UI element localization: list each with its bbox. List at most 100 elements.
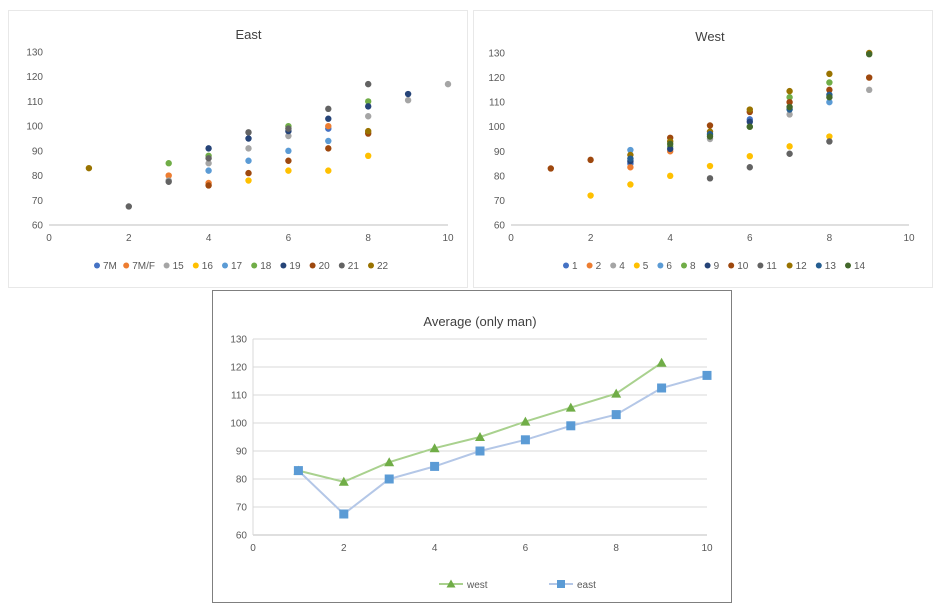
data-point-series-5 bbox=[786, 143, 793, 150]
x-tick-label: 0 bbox=[508, 233, 514, 244]
data-point-series-10 bbox=[826, 86, 833, 94]
y-tick-label: 100 bbox=[230, 419, 247, 430]
data-point-series-13 bbox=[627, 155, 634, 162]
data-point-east bbox=[293, 466, 303, 476]
data-point-east bbox=[611, 410, 621, 420]
x-tick-label: 10 bbox=[903, 233, 915, 244]
legend-marker bbox=[280, 262, 287, 269]
legend-label: east bbox=[577, 580, 596, 591]
x-tick-label: 4 bbox=[432, 543, 438, 554]
data-point-series-10 bbox=[706, 122, 714, 129]
legend-label: west bbox=[466, 580, 488, 591]
average-line-chart: Average (only man) 60 70 80 90 100 110 120 130 0 2… bbox=[230, 314, 713, 591]
legend-label: 19 bbox=[289, 261, 301, 272]
y-tick-label: 60 bbox=[32, 221, 44, 232]
data-point-series-20 bbox=[325, 145, 332, 152]
data-point-series-8 bbox=[826, 79, 833, 86]
data-point-series-14 bbox=[866, 51, 873, 58]
x-tick-label: 2 bbox=[588, 233, 594, 244]
y-tick-label: 90 bbox=[494, 147, 506, 158]
data-point-series-15 bbox=[444, 80, 452, 88]
data-point-series-16 bbox=[365, 152, 372, 159]
data-point-series-21 bbox=[165, 178, 172, 185]
legend-marker bbox=[222, 262, 228, 269]
legend-label: 18 bbox=[260, 261, 272, 272]
y-tick-label: 80 bbox=[32, 171, 44, 182]
legend-marker bbox=[728, 262, 735, 269]
y-tick-label: 110 bbox=[489, 98, 505, 109]
data-point-series-5 bbox=[746, 153, 753, 160]
data-point-series-19 bbox=[205, 145, 212, 152]
legend-label: 5 bbox=[643, 261, 649, 272]
data-point-series-5 bbox=[667, 172, 674, 180]
legend-label: 6 bbox=[666, 261, 672, 272]
legend-label: 21 bbox=[348, 261, 360, 272]
average-chart-panel: Average (only man) 60 70 80 90 100 110 120 130 0 2… bbox=[212, 290, 732, 603]
data-point-east bbox=[339, 509, 349, 519]
east-chart-panel: East 60 70 80 90 100 110 120 130 0 2 4 6 8 10 7M 7M/F 15 1… bbox=[8, 10, 468, 288]
y-tick-label: 100 bbox=[26, 122, 43, 133]
data-point-series-14 bbox=[706, 133, 714, 140]
legend-label: 9 bbox=[714, 261, 720, 272]
data-point-series-17 bbox=[205, 167, 212, 174]
data-point-series-6 bbox=[826, 98, 833, 106]
data-point-series-18 bbox=[165, 160, 172, 167]
data-point-series-5 bbox=[627, 181, 634, 188]
legend-label: 10 bbox=[737, 261, 749, 272]
legend-label: 11 bbox=[766, 261, 777, 272]
data-point-east bbox=[384, 474, 394, 484]
y-tick-label: 110 bbox=[231, 391, 247, 402]
data-point-series-7M/F bbox=[165, 172, 172, 179]
east-scatter-chart: East 60 70 80 90 100 110 120 130 0 2 4 6 8 10 7M 7M/F 15 1… bbox=[26, 27, 454, 272]
data-point-series-14 bbox=[746, 123, 753, 130]
y-tick-label: 120 bbox=[26, 72, 43, 83]
x-tick-label: 6 bbox=[523, 543, 529, 554]
data-point-series-15 bbox=[365, 113, 372, 120]
data-point-series-5 bbox=[826, 133, 833, 140]
data-point-series-14 bbox=[667, 140, 674, 148]
data-point-series-22 bbox=[365, 127, 372, 135]
series-line-east bbox=[297, 374, 708, 516]
y-tick-label: 60 bbox=[494, 221, 506, 232]
data-point-series-21 bbox=[285, 125, 292, 132]
data-point-series-19 bbox=[404, 90, 412, 98]
legend-marker bbox=[657, 262, 664, 269]
data-point-series-10 bbox=[547, 165, 554, 172]
data-point-east bbox=[475, 446, 485, 456]
x-tick-label: 4 bbox=[667, 233, 673, 244]
y-tick-label: 130 bbox=[26, 48, 43, 59]
legend-label: 8 bbox=[690, 261, 696, 272]
data-point-series-21 bbox=[325, 105, 332, 113]
legend-label: 4 bbox=[619, 261, 625, 272]
data-point-series-2 bbox=[627, 164, 634, 171]
data-point-series-16 bbox=[285, 167, 292, 174]
legend-marker bbox=[163, 262, 170, 269]
data-point-series-11 bbox=[706, 175, 714, 182]
legend-marker bbox=[815, 262, 822, 269]
legend-marker bbox=[563, 262, 569, 269]
legend-marker bbox=[845, 262, 851, 269]
data-point-series-12 bbox=[746, 106, 753, 113]
data-point-series-17 bbox=[245, 157, 252, 164]
data-point-series-22 bbox=[85, 164, 93, 172]
y-tick-label: 70 bbox=[32, 196, 44, 207]
legend-marker bbox=[610, 262, 617, 269]
legend-marker bbox=[757, 262, 764, 269]
x-tick-label: 10 bbox=[442, 233, 454, 244]
legend-label: 13 bbox=[825, 261, 837, 272]
chart-title: East bbox=[235, 27, 261, 42]
data-point-series-19 bbox=[365, 103, 372, 110]
data-point-east bbox=[566, 421, 576, 431]
chart-title: West bbox=[695, 29, 725, 44]
legend-label: 16 bbox=[202, 261, 214, 272]
legend-marker bbox=[557, 580, 565, 588]
legend-label: 1 bbox=[572, 261, 578, 272]
legend-marker bbox=[94, 262, 100, 269]
data-point-series-17 bbox=[285, 147, 292, 155]
data-point-series-19 bbox=[245, 135, 252, 142]
data-point-west bbox=[656, 357, 667, 367]
x-tick-label: 2 bbox=[126, 233, 132, 244]
x-tick-label: 6 bbox=[286, 233, 292, 244]
data-point-series-11 bbox=[786, 150, 793, 157]
